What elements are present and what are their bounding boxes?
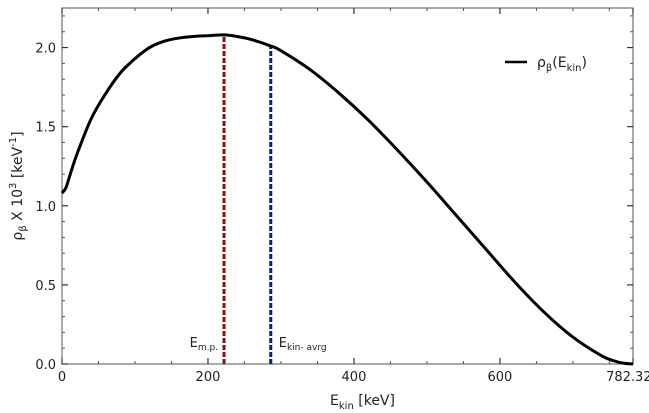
- annotation-em-p: Em.p.: [190, 336, 218, 353]
- y-axis-label: ρβ X 103 [keV-1]: [8, 131, 29, 240]
- x-tick-label: 600: [488, 370, 513, 385]
- series-line-rho-beta: [60, 33, 634, 366]
- legend-label: ρβ(Ekin): [537, 55, 587, 74]
- plot-frame: [61, 7, 634, 365]
- y-tick-label: 1.0: [35, 200, 56, 215]
- y-tick-label: 1.5: [35, 121, 56, 136]
- x-tick-label: 400: [342, 370, 367, 385]
- x-axis-label: Ekin [keV]: [330, 393, 395, 412]
- x-tick-label: 782.327: [606, 370, 649, 385]
- annotation-ekin-avrg: Ekin- avrg: [279, 336, 327, 353]
- y-tick-label: 0.0: [35, 358, 56, 373]
- y-tick-label: 2.0: [35, 42, 56, 57]
- y-tick-label: 0.5: [35, 279, 56, 294]
- x-tick-label: 0: [58, 370, 66, 385]
- x-tick-label: 200: [196, 370, 221, 385]
